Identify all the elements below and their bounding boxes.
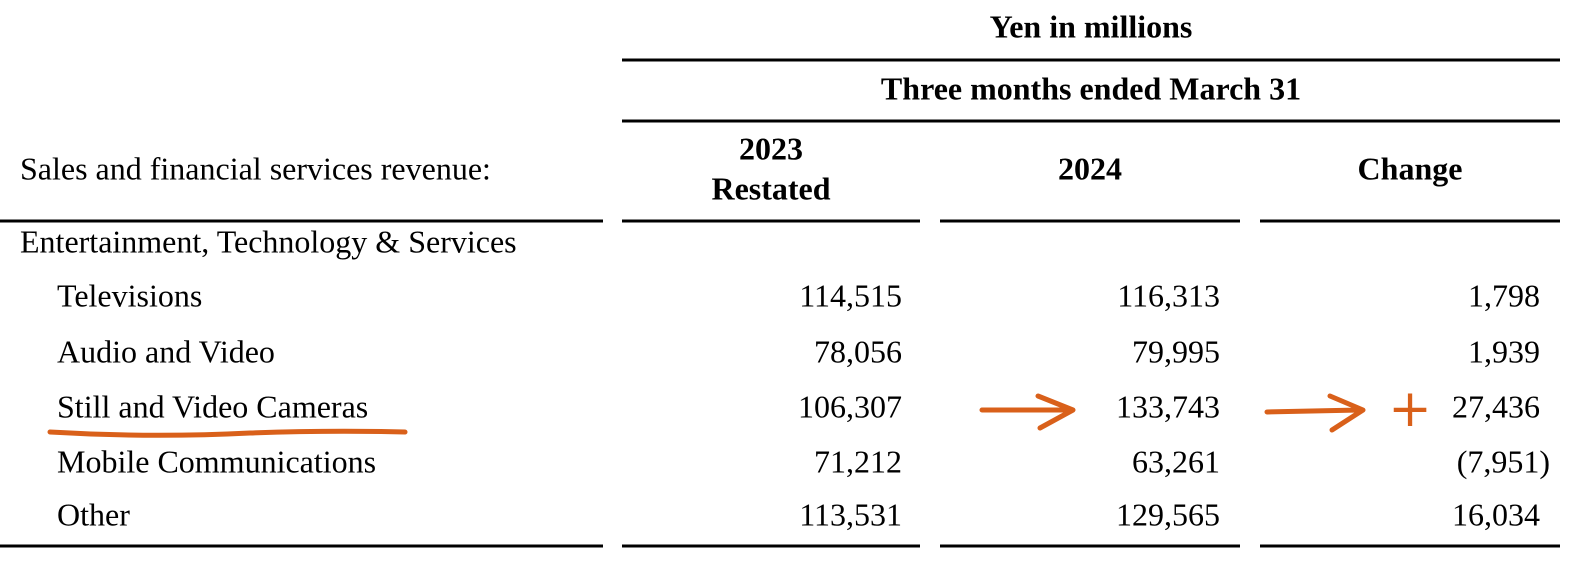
row-label: Televisions xyxy=(57,277,202,313)
cell-value: 1,939 xyxy=(1468,333,1540,369)
arrow-annotation xyxy=(1264,393,1366,433)
cell-value: 78,056 xyxy=(814,333,902,369)
underline-annotation xyxy=(47,428,408,438)
cell-value: 63,261 xyxy=(1132,443,1220,479)
row-label: Mobile Communications xyxy=(57,443,376,479)
row-label: Audio and Video xyxy=(57,333,275,369)
cell-value: 71,212 xyxy=(814,443,902,479)
cell-value: 133,743 xyxy=(1116,388,1220,424)
cell-value: 1,798 xyxy=(1468,277,1540,313)
row-label: Still and Video Cameras xyxy=(57,388,368,424)
cell-value: 116,313 xyxy=(1117,277,1220,313)
unit-header: Yen in millions xyxy=(990,8,1193,44)
cell-value: 129,565 xyxy=(1116,496,1220,532)
cell-value: 27,436 xyxy=(1452,388,1540,424)
section-label: Entertainment, Technology & Services xyxy=(20,223,517,259)
cell-value: 79,995 xyxy=(1132,333,1220,369)
cell-value: 106,307 xyxy=(798,388,902,424)
arrow-annotation xyxy=(979,393,1076,431)
row-label-header: Sales and financial services revenue: xyxy=(20,150,491,186)
row-label: Other xyxy=(57,496,130,532)
column-header: Change xyxy=(1358,150,1463,186)
column-header: 2023 xyxy=(739,130,803,166)
cell-value: 113,531 xyxy=(799,496,902,532)
cell-value: (7,951) xyxy=(1457,443,1550,479)
column-header: 2024 xyxy=(1058,150,1122,186)
column-header: Restated xyxy=(711,170,830,206)
cell-value: 16,034 xyxy=(1452,496,1540,532)
plus-annotation: + xyxy=(1388,379,1432,439)
period-header: Three months ended March 31 xyxy=(881,70,1301,106)
cell-value: 114,515 xyxy=(799,277,902,313)
